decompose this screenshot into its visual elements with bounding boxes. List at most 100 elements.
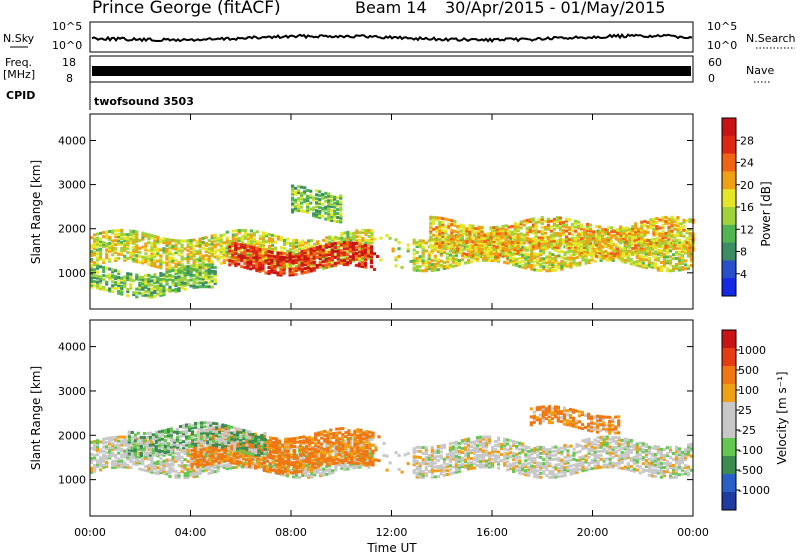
velocity-cell (469, 466, 474, 470)
velocity-cell (186, 449, 190, 453)
power-cell (563, 257, 567, 261)
power-cell (418, 239, 422, 243)
power-cell (340, 238, 344, 242)
power-cell (554, 254, 558, 258)
power-cell (530, 267, 534, 271)
velocity-cell (129, 454, 133, 457)
power-cell (210, 234, 214, 238)
velocity-cell (249, 459, 253, 463)
power-cell (661, 242, 665, 245)
power-cell (258, 265, 262, 269)
velocity-cell (283, 465, 287, 469)
power-cell (336, 196, 340, 200)
power-cell (604, 230, 608, 234)
power-cell (427, 257, 431, 261)
power-cell (198, 265, 202, 269)
velocity-cell (331, 449, 335, 453)
power-cell (480, 229, 484, 233)
velocity-cell (90, 468, 94, 472)
power-cell (177, 239, 181, 243)
power-cell (96, 282, 100, 286)
power-cell (99, 285, 103, 289)
velocity-cell (111, 444, 115, 448)
velocity-cell (349, 436, 353, 440)
power-cell (677, 246, 682, 250)
power-cell (485, 258, 489, 262)
power-cell (292, 238, 296, 242)
velocity-cell (466, 455, 471, 459)
power-cell (198, 273, 202, 277)
power-cell (438, 220, 442, 224)
power-cell (171, 260, 175, 264)
power-cell (504, 224, 508, 228)
velocity-cell (485, 435, 489, 439)
velocity-cell (397, 453, 401, 457)
power-cell (466, 260, 471, 264)
power-cell (432, 219, 436, 223)
velocity-cell (488, 441, 492, 445)
power-cell (159, 240, 163, 244)
power-cell (688, 220, 692, 223)
velocity-cell (322, 471, 326, 475)
power-cell (595, 250, 599, 254)
power-cell (330, 254, 334, 258)
power-cell (394, 264, 398, 268)
power-cell (512, 259, 516, 263)
velocity-cell (346, 467, 350, 471)
velocity-cell (322, 449, 326, 453)
power-cell (120, 246, 124, 250)
power-cell (273, 271, 277, 275)
velocity-cell (334, 466, 338, 470)
power-cell (108, 257, 112, 261)
power-cell (249, 263, 253, 267)
velocity-cell (454, 440, 458, 444)
velocity-cell (460, 439, 464, 443)
power-cell (576, 224, 581, 228)
power-cell (637, 241, 641, 245)
velocity-cell (99, 448, 103, 452)
power-cell (147, 241, 151, 245)
velocity-cell (466, 467, 471, 471)
power-cell (141, 281, 145, 285)
power-cell (625, 240, 629, 244)
power-cell (673, 223, 677, 227)
power-cell (504, 232, 508, 236)
power-cell (469, 256, 474, 260)
power-cell (216, 248, 220, 252)
velocity-cell (472, 458, 477, 462)
power-cell (662, 261, 667, 265)
power-cell (231, 235, 235, 239)
power-cell (159, 285, 163, 289)
velocity-cell (126, 465, 130, 469)
power-cell (93, 263, 97, 267)
power-cell (207, 251, 211, 255)
power-cell (303, 198, 307, 202)
power-cell (622, 246, 626, 250)
power-cell (670, 215, 674, 219)
velocity-cell (93, 454, 97, 457)
power-cell (324, 211, 328, 215)
power-cell (674, 251, 679, 254)
power-cell (589, 237, 593, 241)
power-cell (123, 244, 127, 248)
power-cell (477, 225, 481, 229)
power-cell (555, 239, 559, 243)
velocity-cell (415, 467, 419, 471)
power-cell (492, 226, 496, 230)
power-cell (506, 255, 510, 259)
power-cell (135, 250, 139, 254)
power-cell (201, 240, 205, 244)
power-cell (459, 241, 463, 245)
power-cell (533, 268, 537, 272)
power-cell (285, 259, 289, 263)
power-cell (135, 240, 139, 244)
power-cell (561, 222, 565, 226)
velocity-cell (421, 460, 425, 464)
velocity-cell (111, 448, 115, 452)
power-cell (631, 229, 635, 233)
velocity-cell (488, 465, 492, 469)
power-cell (96, 274, 100, 278)
velocity-cell (454, 466, 458, 470)
power-cell (210, 279, 214, 283)
power-cell (448, 265, 452, 269)
